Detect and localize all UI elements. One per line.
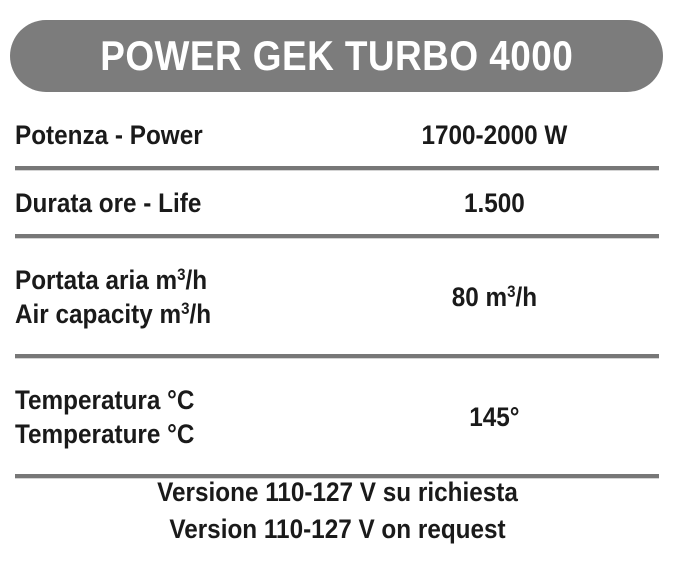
- table-row: Potenza - Power 1700-2000 W: [15, 103, 659, 166]
- spec-label-power: Potenza - Power: [15, 119, 203, 150]
- spec-value-air-capacity-prefix: 80 m: [451, 281, 508, 312]
- row-divider: [15, 474, 659, 479]
- spec-label-temperature: Temperatura °C Temperature °C: [15, 383, 362, 451]
- spec-label-air-capacity-en-prefix: Air capacity m: [15, 298, 182, 329]
- superscript-three: 3: [181, 299, 190, 319]
- table-row: Durata ore - Life 1.500: [15, 171, 659, 234]
- footer-note-it: Versione 110-127 V su richiesta: [157, 477, 518, 507]
- table-row: Temperatura °C Temperature °C 145°: [15, 359, 659, 474]
- specifications-table: Potenza - Power 1700-2000 W Durata ore -…: [15, 103, 659, 479]
- spec-label-air-capacity: Portata aria m3/h Air capacity m3/h: [15, 263, 362, 331]
- footer-note-en: Version 110-127 V on request: [169, 514, 506, 544]
- spec-label-air-capacity-it: Portata aria m3/h: [15, 263, 362, 297]
- spec-label-life: Durata ore - Life: [15, 187, 202, 218]
- spec-label-air-capacity-it-prefix: Portata aria m: [15, 264, 178, 295]
- footer-note: Versione 110-127 V su richiesta Version …: [0, 474, 675, 548]
- row-divider: [15, 354, 659, 359]
- product-title-banner: POWER GEK TURBO 4000: [10, 20, 663, 92]
- spec-label-air-capacity-en: Air capacity m3/h: [15, 297, 362, 331]
- spec-value-air-capacity-suffix: /h: [515, 281, 538, 312]
- spec-label-temperature-it: Temperatura °C: [15, 384, 195, 415]
- spec-label-air-capacity-it-suffix: /h: [185, 264, 208, 295]
- spec-value-temperature: 145°: [469, 401, 520, 432]
- superscript-three: 3: [507, 282, 516, 302]
- row-divider: [15, 234, 659, 239]
- row-divider: [15, 166, 659, 171]
- page-title: POWER GEK TURBO 4000: [100, 32, 573, 79]
- superscript-three: 3: [177, 265, 186, 285]
- spec-value-power: 1700-2000 W: [421, 119, 568, 150]
- spec-label-air-capacity-en-suffix: /h: [189, 298, 212, 329]
- table-row: Portata aria m3/h Air capacity m3/h 80 m…: [15, 239, 659, 354]
- spec-value-life: 1.500: [463, 187, 525, 218]
- spec-label-temperature-en: Temperature °C: [15, 418, 195, 449]
- spec-value-air-capacity: 80 m3/h: [413, 280, 646, 314]
